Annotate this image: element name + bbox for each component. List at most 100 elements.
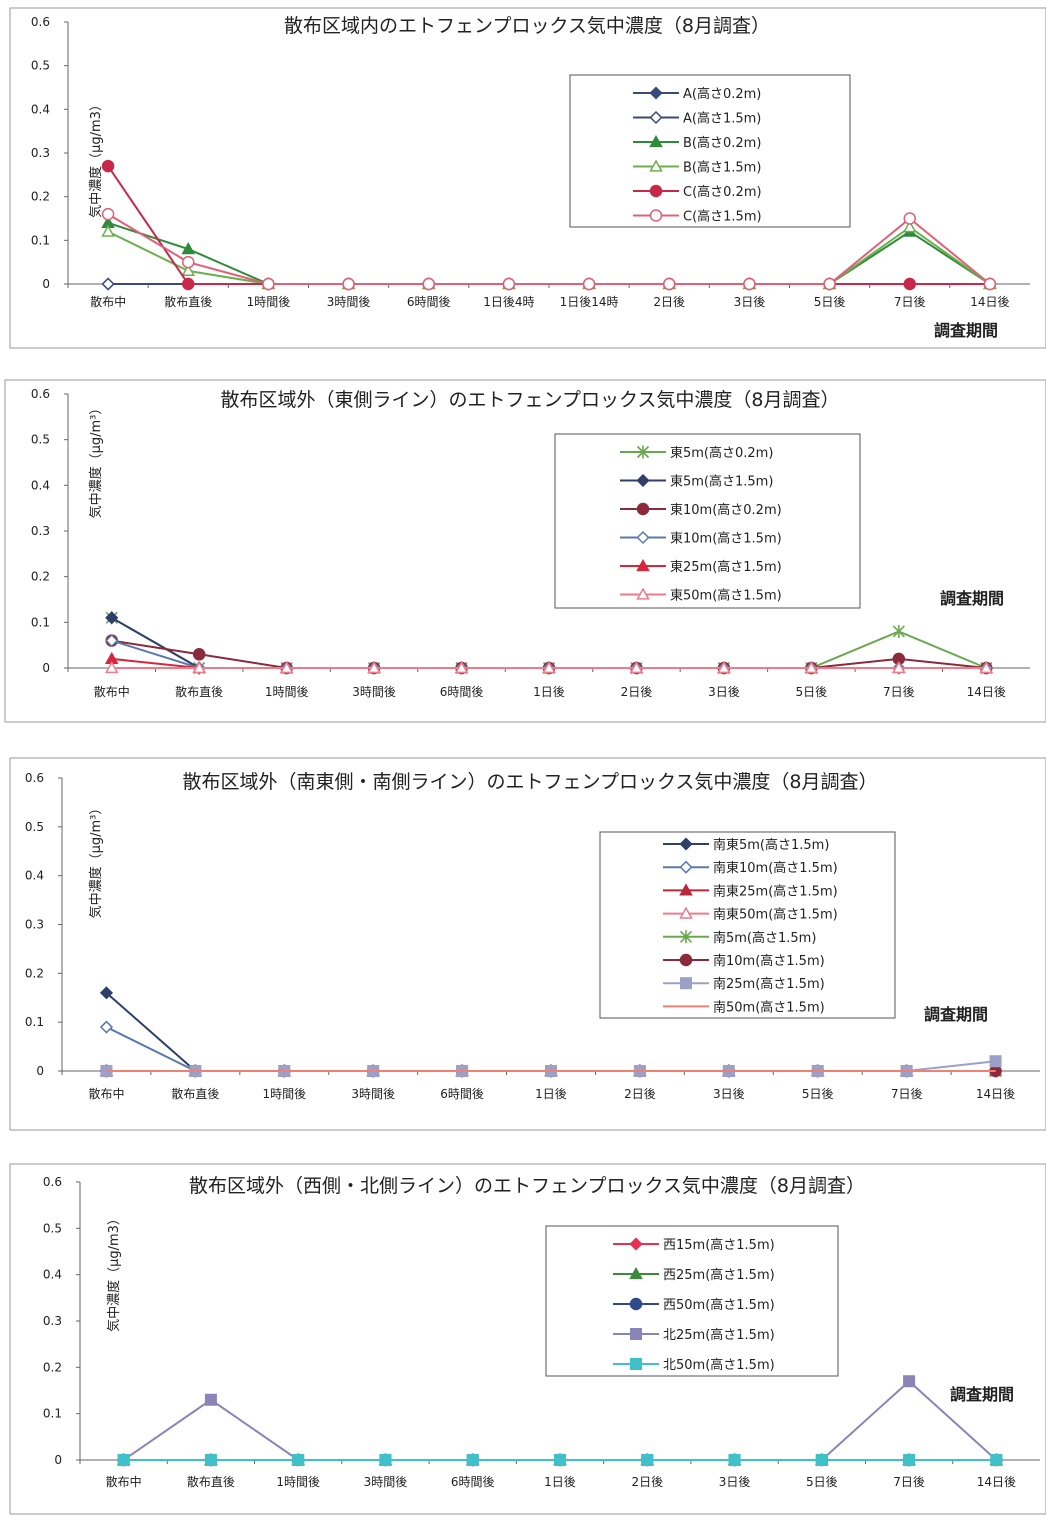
chart-3-y-tick-label: 0 [36, 1064, 44, 1078]
chart-4-legend-marker [629, 1297, 643, 1311]
chart-3-x-tick-label: 6時間後 [440, 1087, 484, 1101]
chart-4-x-tick-label: 5日後 [806, 1475, 838, 1489]
chart-1-data-point [101, 224, 115, 237]
chart-3-y-tick-label: 0.3 [25, 918, 44, 932]
chart-1-data-point [342, 277, 355, 291]
chart-3-legend: 南東5m(高さ1.5m) 南東10m(高さ1.5m) 南東25m(高さ1.5m) 南東… [599, 831, 896, 1019]
chart-2-data-point [454, 660, 469, 674]
chart-2-data-point [192, 660, 206, 674]
chart-1-data-point [181, 263, 196, 277]
chart-3-legend-label: 南東10m(高さ1.5m) [713, 860, 838, 876]
chart-1-legend: A(高さ0.2m) A(高さ1.5m) B(高さ0.2m) B(高さ1.5m) C(高さ… [569, 74, 851, 228]
chart-2-x-tick-label: 2日後 [621, 685, 653, 699]
chart-1-data-point [182, 255, 195, 269]
chart-4-legend-marker [629, 1237, 643, 1251]
chart-4-data-point [554, 1454, 566, 1466]
chart-2-legend-marker [636, 502, 650, 516]
chart-4-y-tick-label: 0.4 [43, 1268, 62, 1282]
chart-2-data-point [892, 624, 905, 638]
chart-2-x-tick-label: 散布直後 [175, 684, 223, 699]
chart-3-y-tick-label: 0.1 [25, 1015, 44, 1029]
chart-3-y-tick-label: 0.6 [25, 771, 44, 785]
chart-1-y-tick-label: 0.2 [31, 190, 50, 204]
chart-4-frame [9, 1163, 1046, 1515]
chart-1-x-tick-label: 3日後 [734, 295, 766, 309]
chart-4-series-5 [117, 1454, 1003, 1466]
chart-4-legend-box [545, 1225, 839, 1377]
chart-3-legend-marker [679, 930, 693, 944]
chart-4-title: 散布区域外（西側・北側ライン）のエトフェンプロックス気中濃度（8月調査） [189, 1175, 865, 1197]
chart-3-x-tick-label: 3日後 [713, 1087, 745, 1101]
chart-1-legend-label: B(高さ0.2m) [683, 135, 761, 151]
chart-3-x-axis-label: 調査期間 [924, 1005, 988, 1024]
chart-3-x-tick-label: 1時間後 [262, 1087, 306, 1101]
chart-2-x-tick-label: 1日後 [533, 685, 565, 699]
chart-3-legend-label: 南5m(高さ1.5m) [713, 930, 816, 946]
chart-2-series-6 [104, 660, 994, 674]
chart-3-data-point [989, 1055, 1002, 1068]
chart-3-legend-marker [679, 953, 693, 967]
chart-3-series-7 [100, 1055, 1002, 1077]
chart-3-x-tick-label: 2日後 [624, 1087, 656, 1101]
chart-1-legend-marker [649, 134, 663, 148]
chart-1-data-point [182, 277, 195, 291]
chart-2-x-tick-label: 1時間後 [265, 685, 309, 699]
chart-4-x-tick-label: 14日後 [977, 1475, 1016, 1489]
chart-4-y-tick-label: 0.3 [43, 1314, 62, 1328]
chart-3-x-tick-label: 散布直後 [171, 1086, 219, 1101]
chart-4-x-tick-label: 1日後 [544, 1475, 576, 1489]
chart-1-legend-marker [649, 159, 663, 172]
chart-4-legend-label: 西25m(高さ1.5m) [663, 1267, 775, 1283]
chart-2-legend-label: 東25m(高さ1.5m) [670, 559, 782, 575]
chart-4-svg: 散布区域外（西側・北側ライン）のエトフェンプロックス気中濃度（8月調査） 気中濃… [9, 1163, 1046, 1515]
chart-2-legend-marker [636, 558, 650, 572]
chart-1-series-6 [101, 207, 997, 291]
chart-2-y-tick-label: 0.6 [31, 387, 50, 401]
chart-2-data-point [192, 648, 206, 661]
chart-1-series-3 [101, 215, 997, 290]
chart-3-legend-marker [680, 977, 692, 990]
chart-1-data-point [422, 277, 435, 291]
chart-1-legend-box [569, 74, 851, 228]
chart-2-legend-marker [636, 587, 650, 600]
chart-2-legend-marker [636, 445, 650, 459]
chart-3-legend-marker [679, 883, 693, 896]
chart-1-series-line [107, 213, 991, 285]
chart-1-x-tick-label: 散布直後 [164, 294, 212, 309]
chart-4-legend: 西15m(高さ1.5m) 西25m(高さ1.5m) 西50m(高さ1.5m) 北25m… [545, 1225, 839, 1377]
chart-panel-1: 散布区域内のエトフェンプロックス気中濃度（8月調査） 気中濃度（μg/m3） 調… [0, 0, 1046, 350]
chart-4-data-point [728, 1454, 741, 1466]
chart-2-legend-label: 東50m(高さ1.5m) [670, 588, 782, 604]
chart-2-data-point [105, 634, 119, 648]
chart-3-legend-label: 南50m(高さ1.5m) [713, 999, 825, 1015]
chart-1-y-tick-label: 0.4 [31, 102, 50, 116]
chart-2-x-tick-label: 5日後 [796, 685, 828, 699]
chart-3-x-tick-label: 1日後 [535, 1087, 567, 1101]
chart-2-y-tick-label: 0.1 [31, 615, 50, 629]
chart-4-series-4 [117, 1375, 1003, 1466]
chart-2-y-tick-label: 0.4 [31, 478, 50, 492]
chart-1-data-point [262, 277, 275, 291]
chart-1-svg: 散布区域内のエトフェンプロックス気中濃度（8月調査） 気中濃度（μg/m3） 調… [9, 7, 1046, 349]
chart-4-data-point [466, 1454, 479, 1466]
chart-1-y-tick-label: 0 [42, 277, 50, 291]
chart-3-x-tick-label: 5日後 [802, 1087, 834, 1101]
chart-4-x-tick-label: 3日後 [719, 1475, 751, 1489]
chart-4-legend-label: 西50m(高さ1.5m) [663, 1297, 775, 1313]
chart-1-x-tick-label: 6時間後 [407, 295, 451, 309]
chart-2-legend: 東5m(高さ0.2m) 東5m(高さ1.5m) 東10m(高さ0.2m) 東10m(高… [554, 433, 861, 609]
chart-4-x-tick-label: 7日後 [893, 1475, 925, 1489]
chart-2-legend-marker [636, 530, 650, 545]
chart-1-data-point [502, 277, 516, 291]
chart-2-legend-box [554, 433, 861, 609]
chart-3-y-tick-label: 0.5 [25, 820, 44, 834]
chart-4-data-point [641, 1454, 654, 1466]
chart-4-y-axis-label: 気中濃度（μg/m3） [106, 1212, 122, 1332]
chart-1-legend-label: A(高さ1.5m) [683, 111, 761, 127]
chart-2-legend-marker [636, 473, 650, 488]
chart-2-y-axis-label: 気中濃度（μg/m³） [88, 402, 104, 519]
chart-3-legend-marker [679, 860, 693, 874]
chart-3-y-tick-label: 0.2 [25, 966, 44, 980]
chart-2-x-tick-label: 3時間後 [352, 685, 396, 699]
chart-1-legend-marker [649, 184, 663, 198]
